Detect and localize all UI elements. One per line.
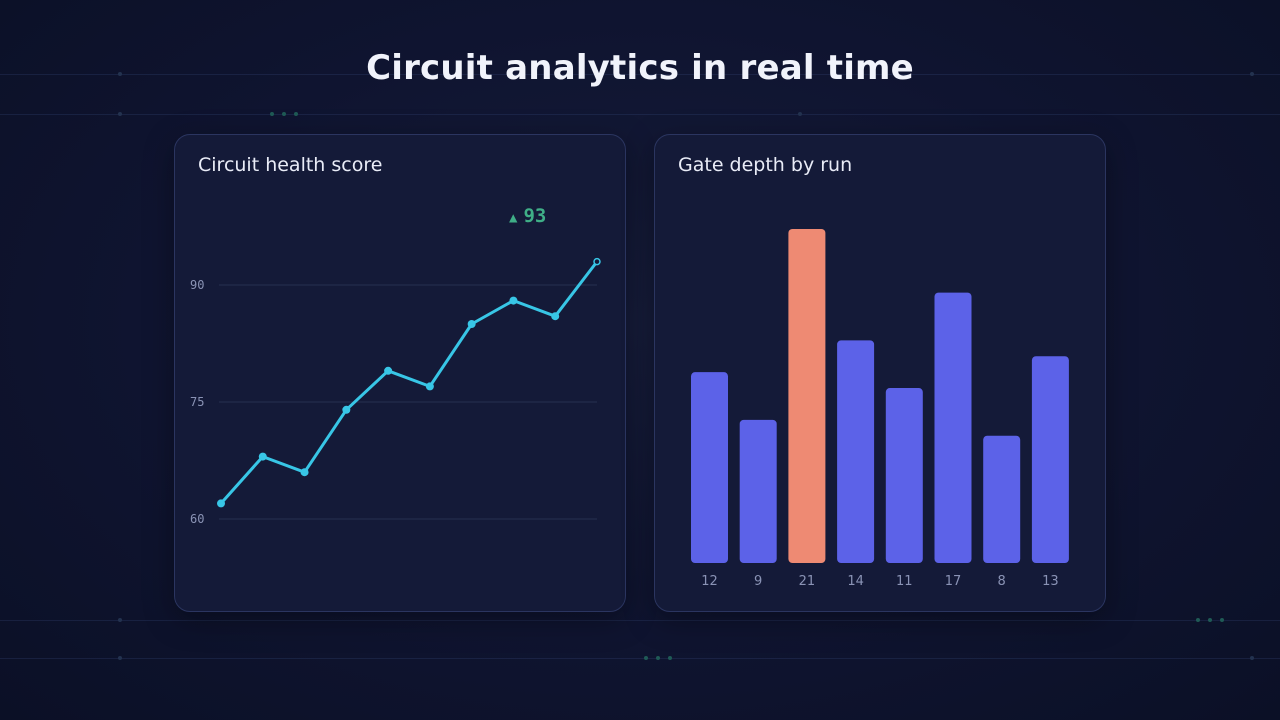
background-dot xyxy=(282,112,286,116)
background-dot xyxy=(1250,656,1254,660)
series-line xyxy=(219,260,599,505)
data-point xyxy=(425,382,434,391)
x-tick-label: 13 xyxy=(1042,574,1059,589)
bar xyxy=(983,435,1021,563)
card-title: Gate depth by run xyxy=(678,154,853,176)
gate-depth-card: Gate depth by run 12 9 21 14 11 17 8 13 xyxy=(654,134,1106,612)
health-score-card: Circuit health score ▲ 93 60 75 90 xyxy=(174,134,626,612)
background-dot xyxy=(644,656,648,660)
bar xyxy=(788,229,826,563)
bar xyxy=(837,340,875,563)
background-dot xyxy=(1196,618,1200,622)
data-point xyxy=(300,468,309,477)
background-dot xyxy=(1250,72,1254,76)
background-dot xyxy=(118,618,122,622)
x-tick-label: 12 xyxy=(701,574,718,589)
line-chart: 60 75 90 xyxy=(190,257,601,526)
y-tick-label: 90 xyxy=(190,278,204,292)
triangle-up-icon: ▲ xyxy=(509,210,518,226)
background-line xyxy=(0,74,1280,75)
y-tick-label: 60 xyxy=(190,512,204,526)
bar xyxy=(885,388,923,563)
background-dot xyxy=(1208,618,1212,622)
data-point xyxy=(593,257,601,266)
y-tick-label: 75 xyxy=(190,395,204,409)
data-point xyxy=(342,405,351,414)
background-dot xyxy=(270,112,274,116)
data-point xyxy=(509,296,518,305)
background-dot xyxy=(656,656,660,660)
data-point xyxy=(217,499,225,508)
x-tick-label: 17 xyxy=(945,574,962,589)
bar xyxy=(1031,356,1069,563)
data-point xyxy=(467,320,476,328)
data-point xyxy=(384,366,393,375)
background-dot xyxy=(118,72,122,76)
background-line xyxy=(0,114,1280,115)
background-line xyxy=(0,658,1280,659)
page-title: Circuit analytics in real time xyxy=(366,48,914,88)
background-dot xyxy=(668,656,672,660)
background-dot xyxy=(1220,618,1224,622)
background-dot xyxy=(294,112,298,116)
background-dot xyxy=(118,656,122,660)
bar-chart: 12 9 21 14 11 17 8 13 xyxy=(691,229,1069,589)
health-delta: ▲ 93 xyxy=(509,205,546,227)
data-point xyxy=(258,452,267,461)
x-tick-label: 11 xyxy=(896,574,913,589)
background-line xyxy=(0,620,1280,621)
background-dot xyxy=(798,112,802,116)
x-tick-label: 14 xyxy=(847,574,864,589)
bar xyxy=(934,292,972,563)
x-tick-label: 21 xyxy=(799,574,816,589)
x-tick-label: 8 xyxy=(998,574,1006,589)
background-dot xyxy=(118,112,122,116)
bar xyxy=(691,372,728,563)
x-tick-label: 9 xyxy=(754,574,762,589)
card-title: Circuit health score xyxy=(198,154,383,176)
data-point xyxy=(551,312,560,321)
bar xyxy=(739,419,777,563)
delta-value: 93 xyxy=(523,205,547,227)
